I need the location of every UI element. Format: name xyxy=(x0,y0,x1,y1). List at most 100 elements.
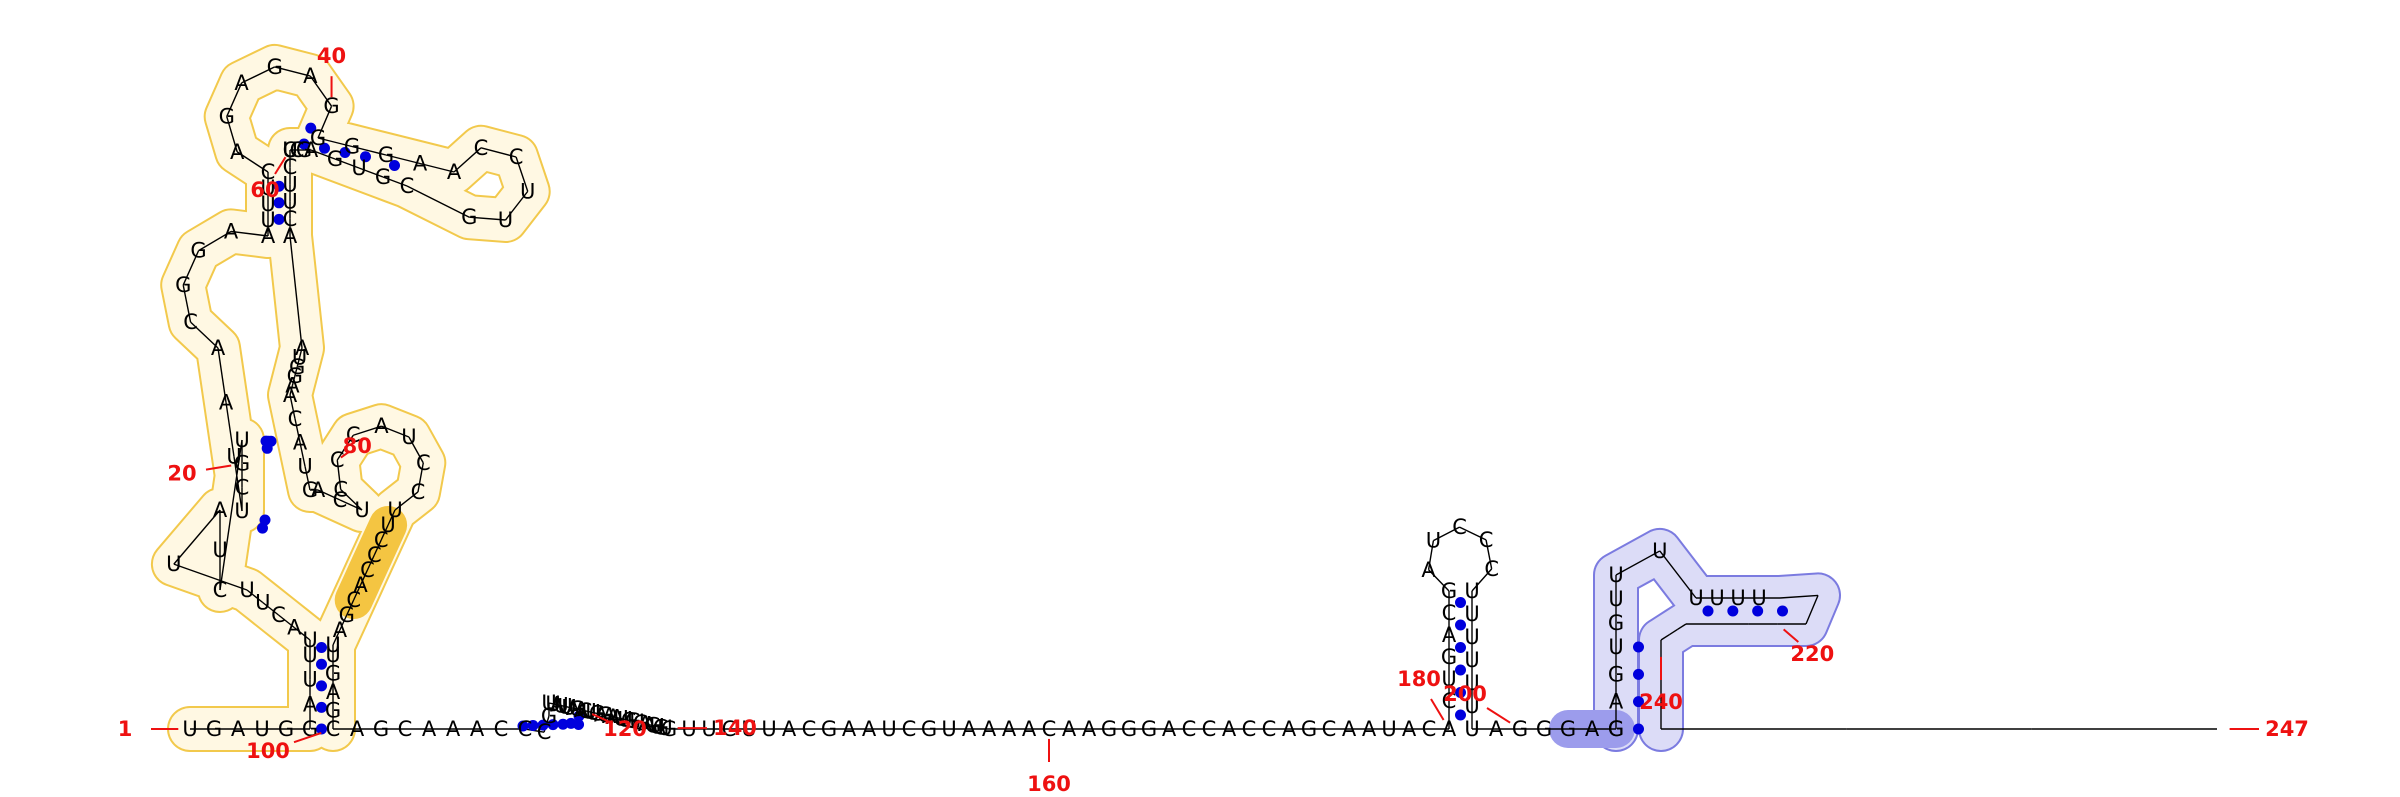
nucleotide: C xyxy=(1242,717,1257,741)
backbone-link xyxy=(1659,550,1697,599)
nucleotide: G xyxy=(373,717,389,741)
nucleotide: U xyxy=(1464,648,1479,672)
nucleotide: U xyxy=(380,513,395,537)
nucleotide: U xyxy=(1608,563,1623,587)
nucleotide: G xyxy=(1608,611,1624,635)
backbone-link xyxy=(217,347,227,403)
backbone-link xyxy=(1433,526,1460,542)
nucleotide: C xyxy=(1479,528,1494,552)
nucleotide: G xyxy=(1441,579,1457,603)
backbone-link xyxy=(380,524,389,541)
nucleotide: U xyxy=(302,643,317,667)
base-pair-dot xyxy=(305,122,317,134)
backbone-link xyxy=(230,230,269,237)
position-number: 240 xyxy=(1639,690,1683,714)
backbone-link xyxy=(241,66,276,84)
nucleotide: G xyxy=(1141,717,1157,741)
nucleotide: C xyxy=(261,160,276,184)
base-pair-dot xyxy=(298,138,310,150)
base-pair-dot xyxy=(1455,664,1466,676)
nucleotide: G xyxy=(1512,717,1528,741)
backbone-link xyxy=(624,718,630,722)
base-pair-dot xyxy=(1633,696,1644,708)
backbone-link xyxy=(612,716,618,719)
nucleotide: U xyxy=(351,156,366,180)
base-pair-dot xyxy=(573,710,585,722)
nucleotide-bg xyxy=(1807,584,1829,606)
nucleotide-bg xyxy=(1795,613,1817,635)
nucleotide: A xyxy=(962,717,977,741)
backbone-link xyxy=(1805,595,1819,625)
position-number: 220 xyxy=(1790,642,1834,666)
base-pair-dot xyxy=(527,720,539,732)
nucleotide: G xyxy=(289,355,305,379)
nucleotide: A xyxy=(303,692,318,716)
nucleotide: A xyxy=(982,717,997,741)
nucleotide: U xyxy=(401,425,416,449)
backbone-link xyxy=(339,614,348,631)
base-pair-dot xyxy=(573,719,585,731)
base-pair-dot xyxy=(1455,597,1466,608)
backbone-link xyxy=(628,719,634,722)
nucleotide: C xyxy=(509,145,524,169)
backbone-link xyxy=(648,723,654,727)
backbone-link xyxy=(190,321,219,349)
backbone-link xyxy=(289,235,303,349)
nucleotide-bg xyxy=(2021,718,2043,740)
base-pair-dot xyxy=(316,658,327,670)
position-number: 100 xyxy=(246,739,290,763)
position-number: 140 xyxy=(713,716,757,740)
position-number: 20 xyxy=(167,462,196,486)
nucleotide: A xyxy=(1022,717,1037,741)
nucleotide: A xyxy=(283,383,298,407)
backbone-link xyxy=(317,137,353,148)
base-pair-dot xyxy=(261,442,273,454)
nucleotide: U xyxy=(354,498,369,522)
nucleotide: G xyxy=(323,94,339,118)
nucleotide: U xyxy=(234,499,249,523)
base-pair-dot xyxy=(1727,605,1739,617)
backbone-link xyxy=(294,366,298,377)
nucleotide: A xyxy=(353,573,368,597)
nucleotide: G xyxy=(267,55,283,79)
nucleotide: G xyxy=(661,717,677,741)
nucleotide: C xyxy=(400,174,415,198)
nucleotide: A xyxy=(610,706,625,730)
backbone-link xyxy=(644,723,650,726)
nucleotide: A xyxy=(234,71,249,95)
backbone-link xyxy=(299,442,306,467)
nucleotide: U xyxy=(1464,717,1479,741)
backbone-link xyxy=(504,190,529,221)
base-pair-dot xyxy=(1455,709,1466,721)
nucleotide: A xyxy=(287,616,302,640)
backbone-link xyxy=(1677,623,1687,630)
nucleotide: G xyxy=(589,701,605,725)
backbone-link xyxy=(198,230,232,252)
backbone-link xyxy=(278,614,295,629)
nucleotide: G xyxy=(653,715,669,739)
nucleotide: A xyxy=(283,224,298,248)
backbone-link xyxy=(226,116,238,153)
number-tick xyxy=(205,464,232,471)
backbone-link xyxy=(236,151,269,173)
nucleotide: U xyxy=(260,208,275,232)
nucleotide: C xyxy=(213,578,228,602)
base-pair-dot xyxy=(273,180,285,192)
backbone-link xyxy=(660,726,666,729)
nucleotide: A xyxy=(350,717,365,741)
nucleotide: U xyxy=(629,710,644,734)
position-number: 247 xyxy=(2265,717,2309,741)
nucleotide: A xyxy=(326,680,341,704)
backbone-link xyxy=(616,717,622,720)
nucleotide: A xyxy=(219,390,234,414)
backbone-link xyxy=(289,394,296,419)
backbone-link xyxy=(293,626,311,641)
backbone-link xyxy=(1660,634,1670,641)
nucleotide: U xyxy=(498,208,513,232)
nucleotide: U xyxy=(260,192,275,216)
nucleotide: C xyxy=(1422,717,1437,741)
backbone-link xyxy=(351,145,387,156)
base-pair-dot xyxy=(316,701,327,713)
backbone-link xyxy=(346,599,355,616)
nucleotide: U xyxy=(1464,602,1479,626)
